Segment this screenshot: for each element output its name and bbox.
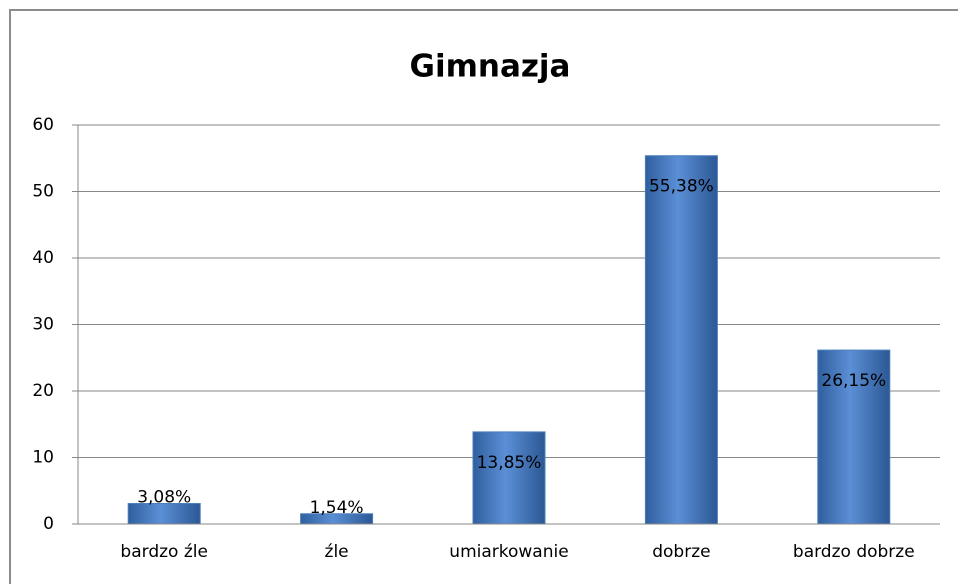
x-tick-label: umiarkowanie [449,542,568,562]
bar [472,431,546,525]
x-tick-label: bardzo źle [120,542,208,562]
bar [817,349,891,525]
chart-title: Gimnazja [410,49,571,85]
data-label: 26,15% [821,371,886,391]
y-tick-label: 60 [32,115,54,135]
y-tick-label: 0 [43,514,54,534]
data-label: 1,54% [310,498,364,518]
y-tick-label: 20 [32,381,54,401]
y-tick-label: 40 [32,248,54,268]
y-tick-label: 10 [32,448,54,468]
x-tick-label: dobrze [652,542,710,562]
data-label: 3,08% [137,488,191,508]
y-tick-label: 50 [32,182,54,202]
x-tick-label: źle [325,542,349,562]
y-tick-label: 30 [32,315,54,335]
bar [644,155,718,525]
x-tick-label: bardzo dobrze [793,542,915,562]
data-label: 55,38% [649,177,714,197]
data-label: 13,85% [477,453,542,473]
